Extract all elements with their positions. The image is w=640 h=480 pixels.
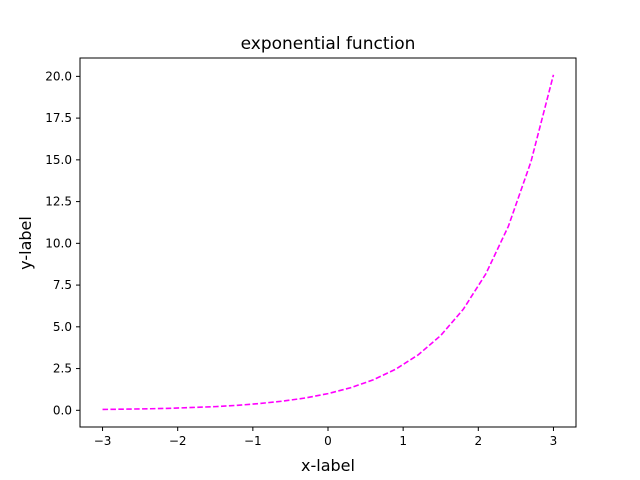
y-tick-label: 15.0 (45, 153, 72, 167)
y-tick-label: 5.0 (53, 320, 72, 334)
x-tick-label: 3 (550, 434, 558, 448)
plot-area (102, 74, 555, 411)
x-tick-label: −2 (169, 434, 187, 448)
axes-frame (79, 57, 577, 428)
y-tick-label: 10.0 (45, 236, 72, 250)
chart-title: exponential function (241, 34, 416, 54)
y-tick-label: 7.5 (53, 278, 72, 292)
series-line-0 (102, 74, 555, 411)
y-tick-label: 12.5 (45, 195, 72, 209)
y-tick-label: 17.5 (45, 111, 72, 125)
x-tick-label: −3 (94, 434, 112, 448)
x-axis-label: x-label (301, 456, 355, 475)
x-tick-label: 2 (474, 434, 482, 448)
x-tick-label: −1 (244, 434, 262, 448)
x-tick-label: 0 (324, 434, 332, 448)
y-tick-label: 2.5 (53, 362, 72, 376)
y-axis-label: y-label (16, 216, 35, 270)
y-tick-label: 20.0 (45, 69, 72, 83)
y-tick-label: 0.0 (53, 403, 72, 417)
x-tick-label: 1 (399, 434, 407, 448)
